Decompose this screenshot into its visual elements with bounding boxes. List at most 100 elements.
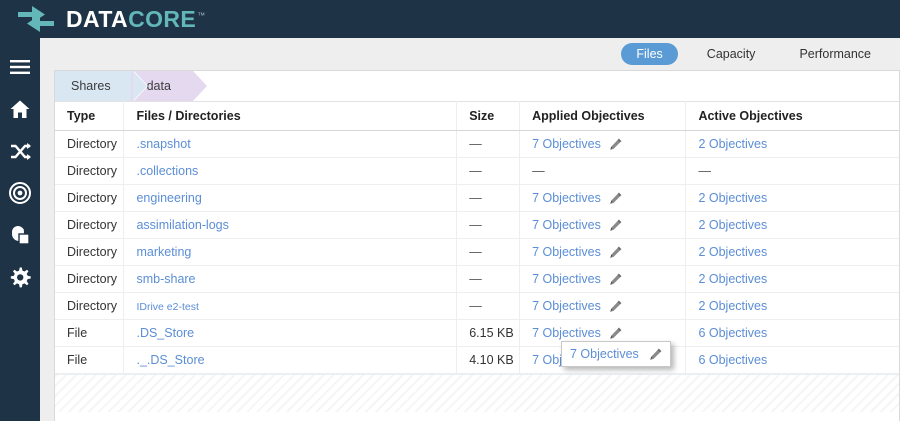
row-active-objectives-link[interactable]: 2 Objectives xyxy=(698,272,768,286)
pencil-icon[interactable] xyxy=(609,138,622,151)
cell-size: 4.10 KB xyxy=(456,346,521,374)
breadcrumb-item-shares[interactable]: Shares xyxy=(55,71,148,101)
sidebar-item-objectives[interactable] xyxy=(0,172,40,214)
sidebar-item-home[interactable] xyxy=(0,88,40,130)
row-name-link[interactable]: smb-share xyxy=(136,272,196,286)
table-row[interactable]: Directory assimilation-logs — 7 Objectives 2… xyxy=(55,211,899,239)
brand-trademark: ™ xyxy=(197,10,206,20)
files-table: Type Files / Directories Size Applied Ob… xyxy=(55,101,899,374)
pencil-icon[interactable] xyxy=(609,300,622,313)
cell-size: — xyxy=(456,238,521,266)
row-active-objectives-link[interactable]: 2 Objectives xyxy=(698,299,768,313)
cell-name: ._.DS_Store xyxy=(123,346,458,374)
tab-capacity[interactable]: Capacity xyxy=(706,47,756,61)
sidebar-item-menu[interactable] xyxy=(0,46,40,88)
tab-performance[interactable]: Performance xyxy=(799,47,871,61)
table-body: Directory .snapshot — 7 Objectives 2 Objecti… xyxy=(55,130,899,374)
pencil-icon[interactable] xyxy=(609,273,622,286)
applied-objectives-hover-popup[interactable]: 7 Objectives xyxy=(561,341,671,367)
empty-table-filler xyxy=(55,374,899,412)
sidebar-item-shapes[interactable] xyxy=(0,214,40,256)
row-name-link[interactable]: .collections xyxy=(136,164,199,178)
pencil-icon[interactable] xyxy=(609,192,622,205)
row-active-objectives-link[interactable]: 2 Objectives xyxy=(698,137,768,151)
row-name-link[interactable]: assimilation-logs xyxy=(136,218,229,232)
row-applied-objectives-link[interactable]: 7 Objectives xyxy=(532,326,601,340)
shuffle-icon xyxy=(10,142,31,160)
cell-name: engineering xyxy=(123,184,458,212)
row-active-objectives-link[interactable]: 2 Objectives xyxy=(698,218,768,232)
cell-size: — xyxy=(456,292,521,320)
row-size-label: — xyxy=(469,272,482,286)
row-applied-objectives-link[interactable]: 7 Objectives xyxy=(532,218,601,232)
table-row[interactable]: Directory engineering — 7 Objectives 2 Objec… xyxy=(55,184,899,212)
column-header-applied[interactable]: Applied Objectives xyxy=(519,101,687,131)
column-header-size[interactable]: Size xyxy=(456,101,521,131)
cell-active-objectives: 2 Objectives xyxy=(685,130,899,158)
tab-bar: Files Capacity Performance xyxy=(40,38,900,70)
column-header-name[interactable]: Files / Directories xyxy=(123,101,458,131)
cell-name: .snapshot xyxy=(123,130,458,158)
column-header-type[interactable]: Type xyxy=(55,101,125,131)
brand-logo[interactable]: DATACORE™ xyxy=(14,0,206,38)
row-name-link[interactable]: ._.DS_Store xyxy=(136,353,205,367)
hamburger-menu-icon xyxy=(10,60,30,74)
cell-type: File xyxy=(55,346,125,374)
table-row[interactable]: Directory smb-share — 7 Objectives 2 Objecti… xyxy=(55,265,899,293)
row-name-link[interactable]: marketing xyxy=(136,245,192,259)
pencil-icon[interactable] xyxy=(649,348,662,361)
home-icon xyxy=(10,100,30,118)
row-type-label: Directory xyxy=(67,218,118,232)
row-name-link[interactable]: .snapshot xyxy=(136,137,191,151)
cell-size: — xyxy=(456,157,521,185)
cell-name: IDrive e2-test xyxy=(123,292,458,320)
pencil-icon[interactable] xyxy=(609,246,622,259)
row-applied-objectives-link[interactable]: 7 Objectives xyxy=(532,245,601,259)
row-type-label: Directory xyxy=(67,137,118,151)
row-name-link[interactable]: engineering xyxy=(136,191,202,205)
row-active-objectives-link[interactable]: 6 Objectives xyxy=(698,353,768,367)
table-header-row: Type Files / Directories Size Applied Ob… xyxy=(55,101,899,131)
cell-size: — xyxy=(456,211,521,239)
row-size-label: — xyxy=(469,164,482,178)
cell-applied-objectives: 7 Objectives xyxy=(519,292,687,320)
column-header-active[interactable]: Active Objectives xyxy=(685,101,899,131)
row-active-objectives-link: — xyxy=(698,164,711,178)
row-applied-objectives-link[interactable]: 7 Objectives xyxy=(532,137,601,151)
table-row[interactable]: Directory .collections — — — xyxy=(55,157,899,185)
sidebar-item-shuffle[interactable] xyxy=(0,130,40,172)
row-name-link[interactable]: .DS_Store xyxy=(136,326,195,340)
gear-icon xyxy=(10,267,31,287)
main-content: Files Capacity Performance Shares data T… xyxy=(40,38,900,421)
popup-objectives-link[interactable]: 7 Objectives xyxy=(570,347,639,361)
row-size-label: — xyxy=(469,245,482,259)
table-row[interactable]: File .DS_Store 6.15 KB 7 Objectives 6 Object… xyxy=(55,319,899,347)
table-row[interactable]: Directory marketing — 7 Objectives 2 Objecti… xyxy=(55,238,899,266)
cell-name: .collections xyxy=(123,157,458,185)
table-header: Type Files / Directories Size Applied Ob… xyxy=(55,101,899,131)
table-row[interactable]: Directory IDrive e2-test — 7 Objectives 2 Ob… xyxy=(55,292,899,320)
cell-type: Directory xyxy=(55,211,125,239)
row-active-objectives-link[interactable]: 6 Objectives xyxy=(698,326,768,340)
cell-name: assimilation-logs xyxy=(123,211,458,239)
row-applied-objectives-link[interactable]: 7 Objectives xyxy=(532,191,601,205)
table-row[interactable]: File ._.DS_Store 4.10 KB 7 Objectives 6 Obje… xyxy=(55,346,899,374)
pencil-icon[interactable] xyxy=(609,327,622,340)
pencil-icon[interactable] xyxy=(609,219,622,232)
row-active-objectives-link[interactable]: 2 Objectives xyxy=(698,245,768,259)
row-type-label: Directory xyxy=(67,245,118,259)
cell-type: Directory xyxy=(55,265,125,293)
row-applied-objectives-link: — xyxy=(532,164,545,178)
row-applied-objectives-link[interactable]: 7 Objectives xyxy=(532,299,601,313)
sidebar-item-settings[interactable] xyxy=(0,256,40,298)
table-row[interactable]: Directory .snapshot — 7 Objectives 2 Objecti… xyxy=(55,130,899,158)
tab-files[interactable]: Files xyxy=(621,43,678,65)
cell-applied-objectives: 7 Objectives xyxy=(519,211,687,239)
row-active-objectives-link[interactable]: 2 Objectives xyxy=(698,191,768,205)
row-name-link[interactable]: IDrive e2-test xyxy=(136,301,199,313)
row-size-label: — xyxy=(469,299,482,313)
row-applied-objectives-link[interactable]: 7 Objectives xyxy=(532,272,601,286)
row-type-label: File xyxy=(67,353,88,367)
cell-type: Directory xyxy=(55,157,125,185)
target-icon xyxy=(9,182,31,204)
